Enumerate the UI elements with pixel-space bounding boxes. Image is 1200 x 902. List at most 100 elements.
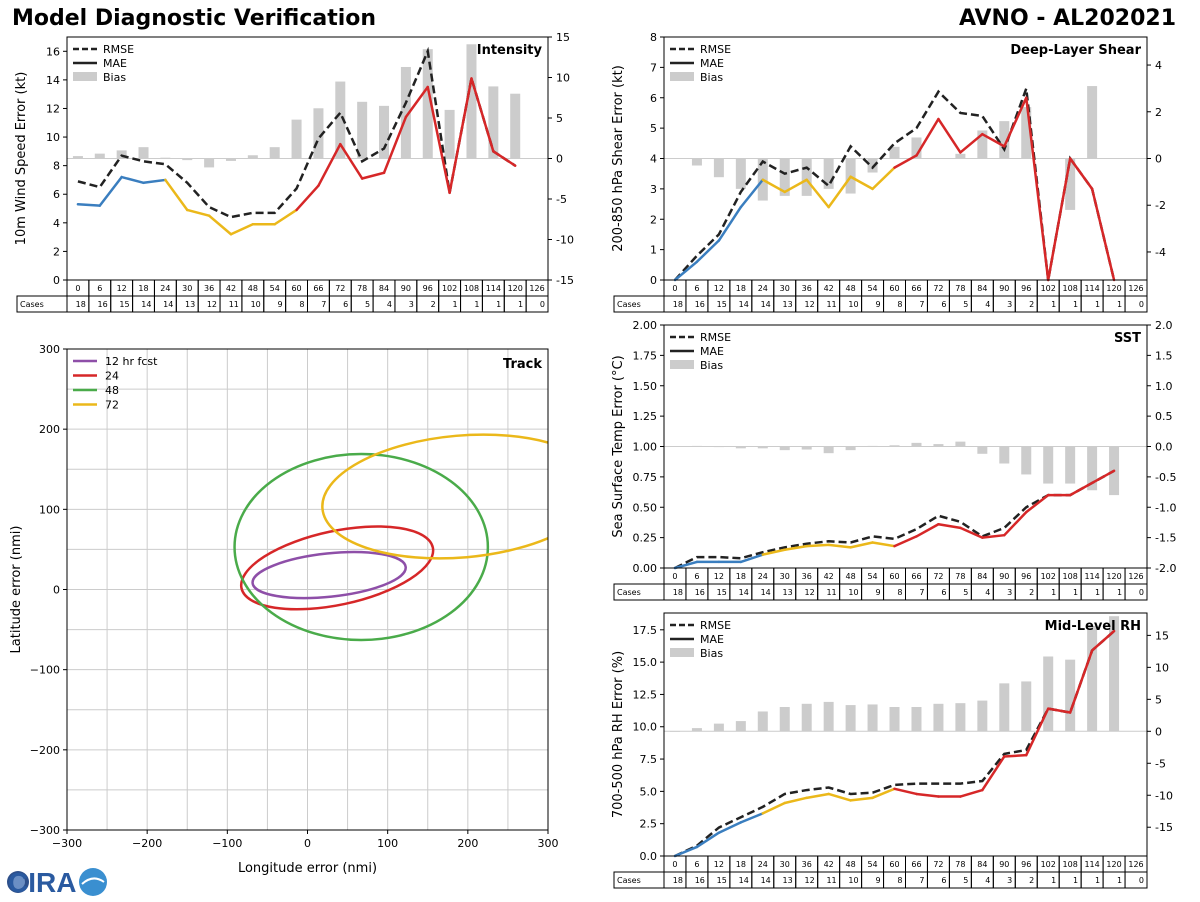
legend-rmse-label: RMSE — [700, 43, 731, 56]
bias-bar — [977, 130, 988, 159]
cases-value: 15 — [717, 300, 727, 309]
mae-segment — [295, 184, 320, 212]
mae-segment — [761, 178, 786, 194]
cases-value: 0 — [1139, 300, 1144, 309]
mae-segment — [1003, 753, 1028, 758]
hour-label: 114 — [1084, 860, 1099, 869]
y2-tick-label: -15 — [556, 274, 574, 287]
cira-logo: CIRA — [4, 866, 108, 898]
legend-bias-swatch — [73, 72, 97, 81]
cases-value: 3 — [1007, 588, 1012, 597]
mae-segment — [717, 821, 743, 834]
legend-label: 72 — [105, 399, 119, 412]
cases-value: 13 — [783, 876, 793, 885]
y-tick-label: 5 — [650, 122, 657, 135]
hour-label: 90 — [999, 284, 1009, 293]
mae-segment — [98, 175, 123, 207]
y-tick-label: 10.0 — [633, 721, 658, 734]
cases-value: 1 — [1073, 300, 1078, 309]
legend-rmse-label: RMSE — [700, 331, 731, 344]
hour-label: 72 — [933, 572, 943, 581]
hour-label: 90 — [401, 284, 411, 293]
y-tick-label: 1.25 — [633, 410, 658, 423]
y2-tick-label: -10 — [1155, 789, 1173, 802]
bias-bar — [911, 442, 922, 447]
cases-value: 2 — [431, 300, 436, 309]
y-tick-label: 7.5 — [640, 753, 658, 766]
track-ellipse — [251, 550, 407, 600]
bias-bar — [1065, 659, 1076, 732]
y-tick-label: 0 — [650, 274, 657, 287]
y2-tick-label: 1.5 — [1155, 349, 1173, 362]
mae-segment — [207, 214, 233, 236]
bias-bar — [72, 156, 83, 159]
cases-value: 16 — [695, 300, 705, 309]
rmse-line — [674, 469, 1115, 570]
y2-tick-label: -1.5 — [1155, 532, 1176, 545]
hour-label: 18 — [736, 572, 746, 581]
bias-bar — [977, 446, 988, 454]
mae-segment — [893, 535, 918, 548]
hour-label: 30 — [780, 572, 790, 581]
legend-rmse-label: RMSE — [103, 43, 134, 56]
cases-value: 4 — [387, 300, 392, 309]
cases-value: 4 — [985, 876, 990, 885]
y-axis-label: 10m Wind Speed Error (kt) — [14, 72, 29, 246]
cases-header-cell — [613, 295, 665, 313]
cases-value: 15 — [119, 300, 129, 309]
mae-segment — [404, 85, 429, 119]
cases-header-cell — [16, 295, 68, 313]
legend-bias-label: Bias — [700, 647, 723, 660]
y-tick-label: 4 — [650, 153, 657, 166]
bias-bar — [204, 158, 215, 168]
hour-label: 102 — [1041, 572, 1056, 581]
y-tick-label: 5.0 — [640, 785, 658, 798]
hour-label: 84 — [977, 284, 987, 293]
bias-bar — [779, 446, 790, 451]
bias-bar — [444, 109, 455, 159]
cases-value: 3 — [1007, 876, 1012, 885]
cases-header-cell — [613, 583, 665, 601]
hour-label: 24 — [758, 860, 768, 869]
cases-value: 1 — [496, 300, 501, 309]
cases-value: 5 — [365, 300, 370, 309]
panel-sst: 0.00 0.25 0.50 0.75 1.00 1.25 1.50 1.75 2.00 -2.0… — [611, 319, 1176, 575]
mae-segment — [739, 178, 765, 209]
y2-tick-label: 5 — [556, 112, 563, 125]
mae-segment — [761, 801, 786, 815]
bias-bar — [182, 158, 193, 161]
legend-bias-swatch — [670, 648, 694, 657]
bias-bar — [845, 705, 856, 732]
hour-label: 126 — [529, 284, 544, 293]
mae-segment — [805, 792, 830, 800]
cases-value: 14 — [163, 300, 173, 309]
hour-label: 120 — [1106, 860, 1121, 869]
mae-segment — [739, 553, 765, 564]
bias-bar — [955, 703, 966, 732]
mae-segment — [981, 755, 1006, 792]
bias-bar — [757, 711, 768, 732]
cira-logo-text: CIRA — [8, 867, 76, 898]
bias-bar — [247, 155, 258, 159]
hour-label: 108 — [464, 284, 479, 293]
cases-value: 7 — [321, 300, 326, 309]
cases-cell — [1124, 295, 1148, 313]
hour-label: 12 — [714, 284, 724, 293]
cases-value: 4 — [985, 300, 990, 309]
bias-bar — [669, 158, 680, 159]
bias-bar — [379, 105, 390, 159]
panel-label: Mid-Level RH — [1045, 619, 1141, 634]
cases-value: 16 — [695, 876, 705, 885]
bias-bar — [400, 66, 411, 159]
cases-value: 11 — [826, 876, 836, 885]
y-tick-label: 0.00 — [633, 562, 658, 575]
x-tick-label: 200 — [457, 837, 478, 850]
cases-value: 8 — [897, 588, 902, 597]
cases-cell — [525, 295, 549, 313]
y2-tick-label: 5 — [1155, 693, 1162, 706]
y-tick-label: 0.0 — [640, 850, 658, 863]
hour-label: 18 — [736, 860, 746, 869]
cases-value: 2 — [1029, 588, 1034, 597]
hour-label: 102 — [1041, 860, 1056, 869]
y-tick-label: 300 — [39, 343, 60, 356]
